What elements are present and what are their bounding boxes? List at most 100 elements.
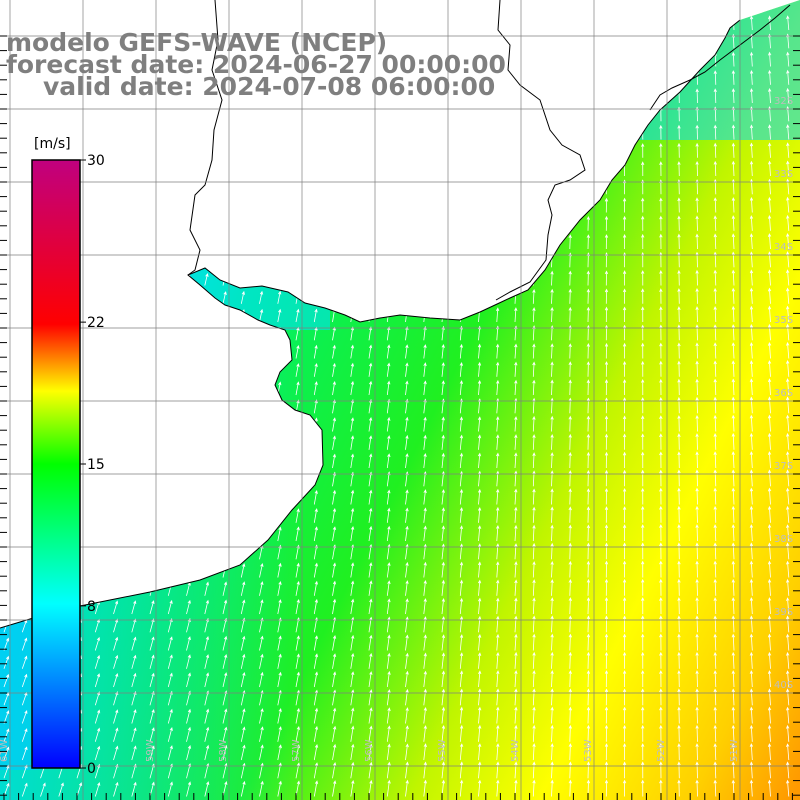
wind-arrow (749, 487, 754, 505)
wind-arrow (459, 416, 464, 432)
wind-arrow (405, 525, 409, 542)
wind-arrow (131, 727, 137, 742)
wind-arrow (659, 578, 663, 596)
wind-arrow (277, 707, 282, 724)
wind-arrow (731, 597, 735, 615)
wind-arrow (423, 688, 427, 706)
wind-arrow (767, 724, 772, 742)
wind-arrow (659, 651, 663, 669)
wind-arrow (767, 378, 772, 396)
wind-arrow (550, 379, 554, 396)
wind-arrow (677, 142, 681, 158)
wind-arrow (514, 670, 518, 688)
wind-arrow (749, 761, 754, 779)
wind-arrow (149, 781, 155, 797)
wind-arrow (641, 724, 645, 742)
wind-arrow (713, 724, 717, 742)
wind-arrow (405, 561, 409, 578)
wind-arrow (514, 706, 518, 724)
wind-arrow (459, 615, 464, 633)
latitude-label: 33S (774, 169, 793, 180)
wind-arrow (731, 487, 735, 505)
wind-arrow (568, 706, 572, 724)
wind-arrow (695, 524, 699, 542)
wind-arrow (786, 688, 790, 706)
wind-arrow (149, 727, 155, 742)
wind-arrow (532, 288, 536, 304)
wind-arrow (332, 780, 337, 797)
wind-arrow (368, 652, 373, 669)
wind-arrow (731, 51, 736, 67)
wind-arrow (641, 524, 645, 542)
wind-arrow (441, 380, 445, 396)
wind-arrow (695, 306, 699, 323)
wind-arrow (677, 360, 681, 377)
wind-arrow (405, 489, 409, 505)
wind-arrow (659, 396, 663, 414)
wind-arrow (478, 724, 482, 742)
wind-arrow (386, 743, 391, 761)
wind-arrow (368, 489, 373, 505)
wind-arrow (713, 469, 717, 487)
wind-arrow (295, 580, 300, 596)
wind-arrow (350, 707, 355, 724)
wind-arrow (350, 435, 355, 450)
wind-arrow (659, 724, 663, 742)
wind-arrow (604, 197, 609, 213)
wind-arrow (94, 673, 101, 688)
wind-arrow (604, 415, 609, 432)
wind-arrow (767, 615, 772, 633)
wind-arrow (641, 342, 645, 359)
wind-arrow (368, 416, 373, 432)
wind-arrow (496, 670, 500, 688)
wind-arrow (659, 269, 663, 286)
wind-arrow (568, 270, 572, 286)
wind-arrow (532, 651, 536, 669)
wind-arrow (313, 508, 318, 523)
wind-arrow (532, 561, 536, 578)
latitude-label: 35S (774, 315, 793, 326)
latitude-label: 39S (774, 607, 793, 618)
wind-arrow (423, 761, 427, 779)
wind-arrow (259, 308, 264, 323)
wind-arrow (222, 581, 228, 596)
wind-arrow (550, 343, 554, 359)
wind-arrow (350, 743, 355, 761)
wind-arrow (713, 779, 717, 797)
wind-arrow (731, 33, 736, 49)
wind-arrow (659, 451, 663, 469)
wind-arrow (368, 562, 373, 578)
wind-arrow (405, 453, 409, 469)
wind-arrow (204, 581, 209, 596)
wind-arrow (495, 343, 500, 359)
wind-arrow (767, 287, 772, 304)
wind-arrow (622, 633, 627, 651)
wind-arrow (368, 362, 373, 377)
wind-arrow (167, 745, 173, 761)
wind-arrow (514, 452, 518, 469)
wind-arrow (441, 688, 446, 706)
wind-arrow (604, 578, 609, 596)
wind-arrow (532, 524, 536, 542)
wind-arrow (604, 524, 609, 542)
wind-arrow (586, 361, 590, 377)
wind-arrow (204, 654, 210, 669)
wind-arrow (786, 724, 790, 742)
wind-arrow (277, 526, 282, 542)
wind-arrow (313, 725, 319, 742)
wind-arrow (786, 542, 790, 560)
wind-arrow (368, 525, 373, 542)
wind-arrow (767, 233, 772, 250)
wind-arrow (313, 635, 319, 651)
wind-arrow (131, 691, 137, 706)
wind-arrow (695, 724, 699, 742)
wind-arrow (149, 600, 155, 615)
longitude-label: 59W (145, 739, 156, 762)
wind-arrow (568, 688, 572, 706)
wind-arrow (295, 345, 300, 359)
wind-arrow (586, 451, 591, 469)
wind-arrow (695, 651, 699, 669)
wind-arrow (749, 597, 754, 615)
wind-arrow (731, 88, 736, 104)
wind-arrow (786, 214, 790, 231)
